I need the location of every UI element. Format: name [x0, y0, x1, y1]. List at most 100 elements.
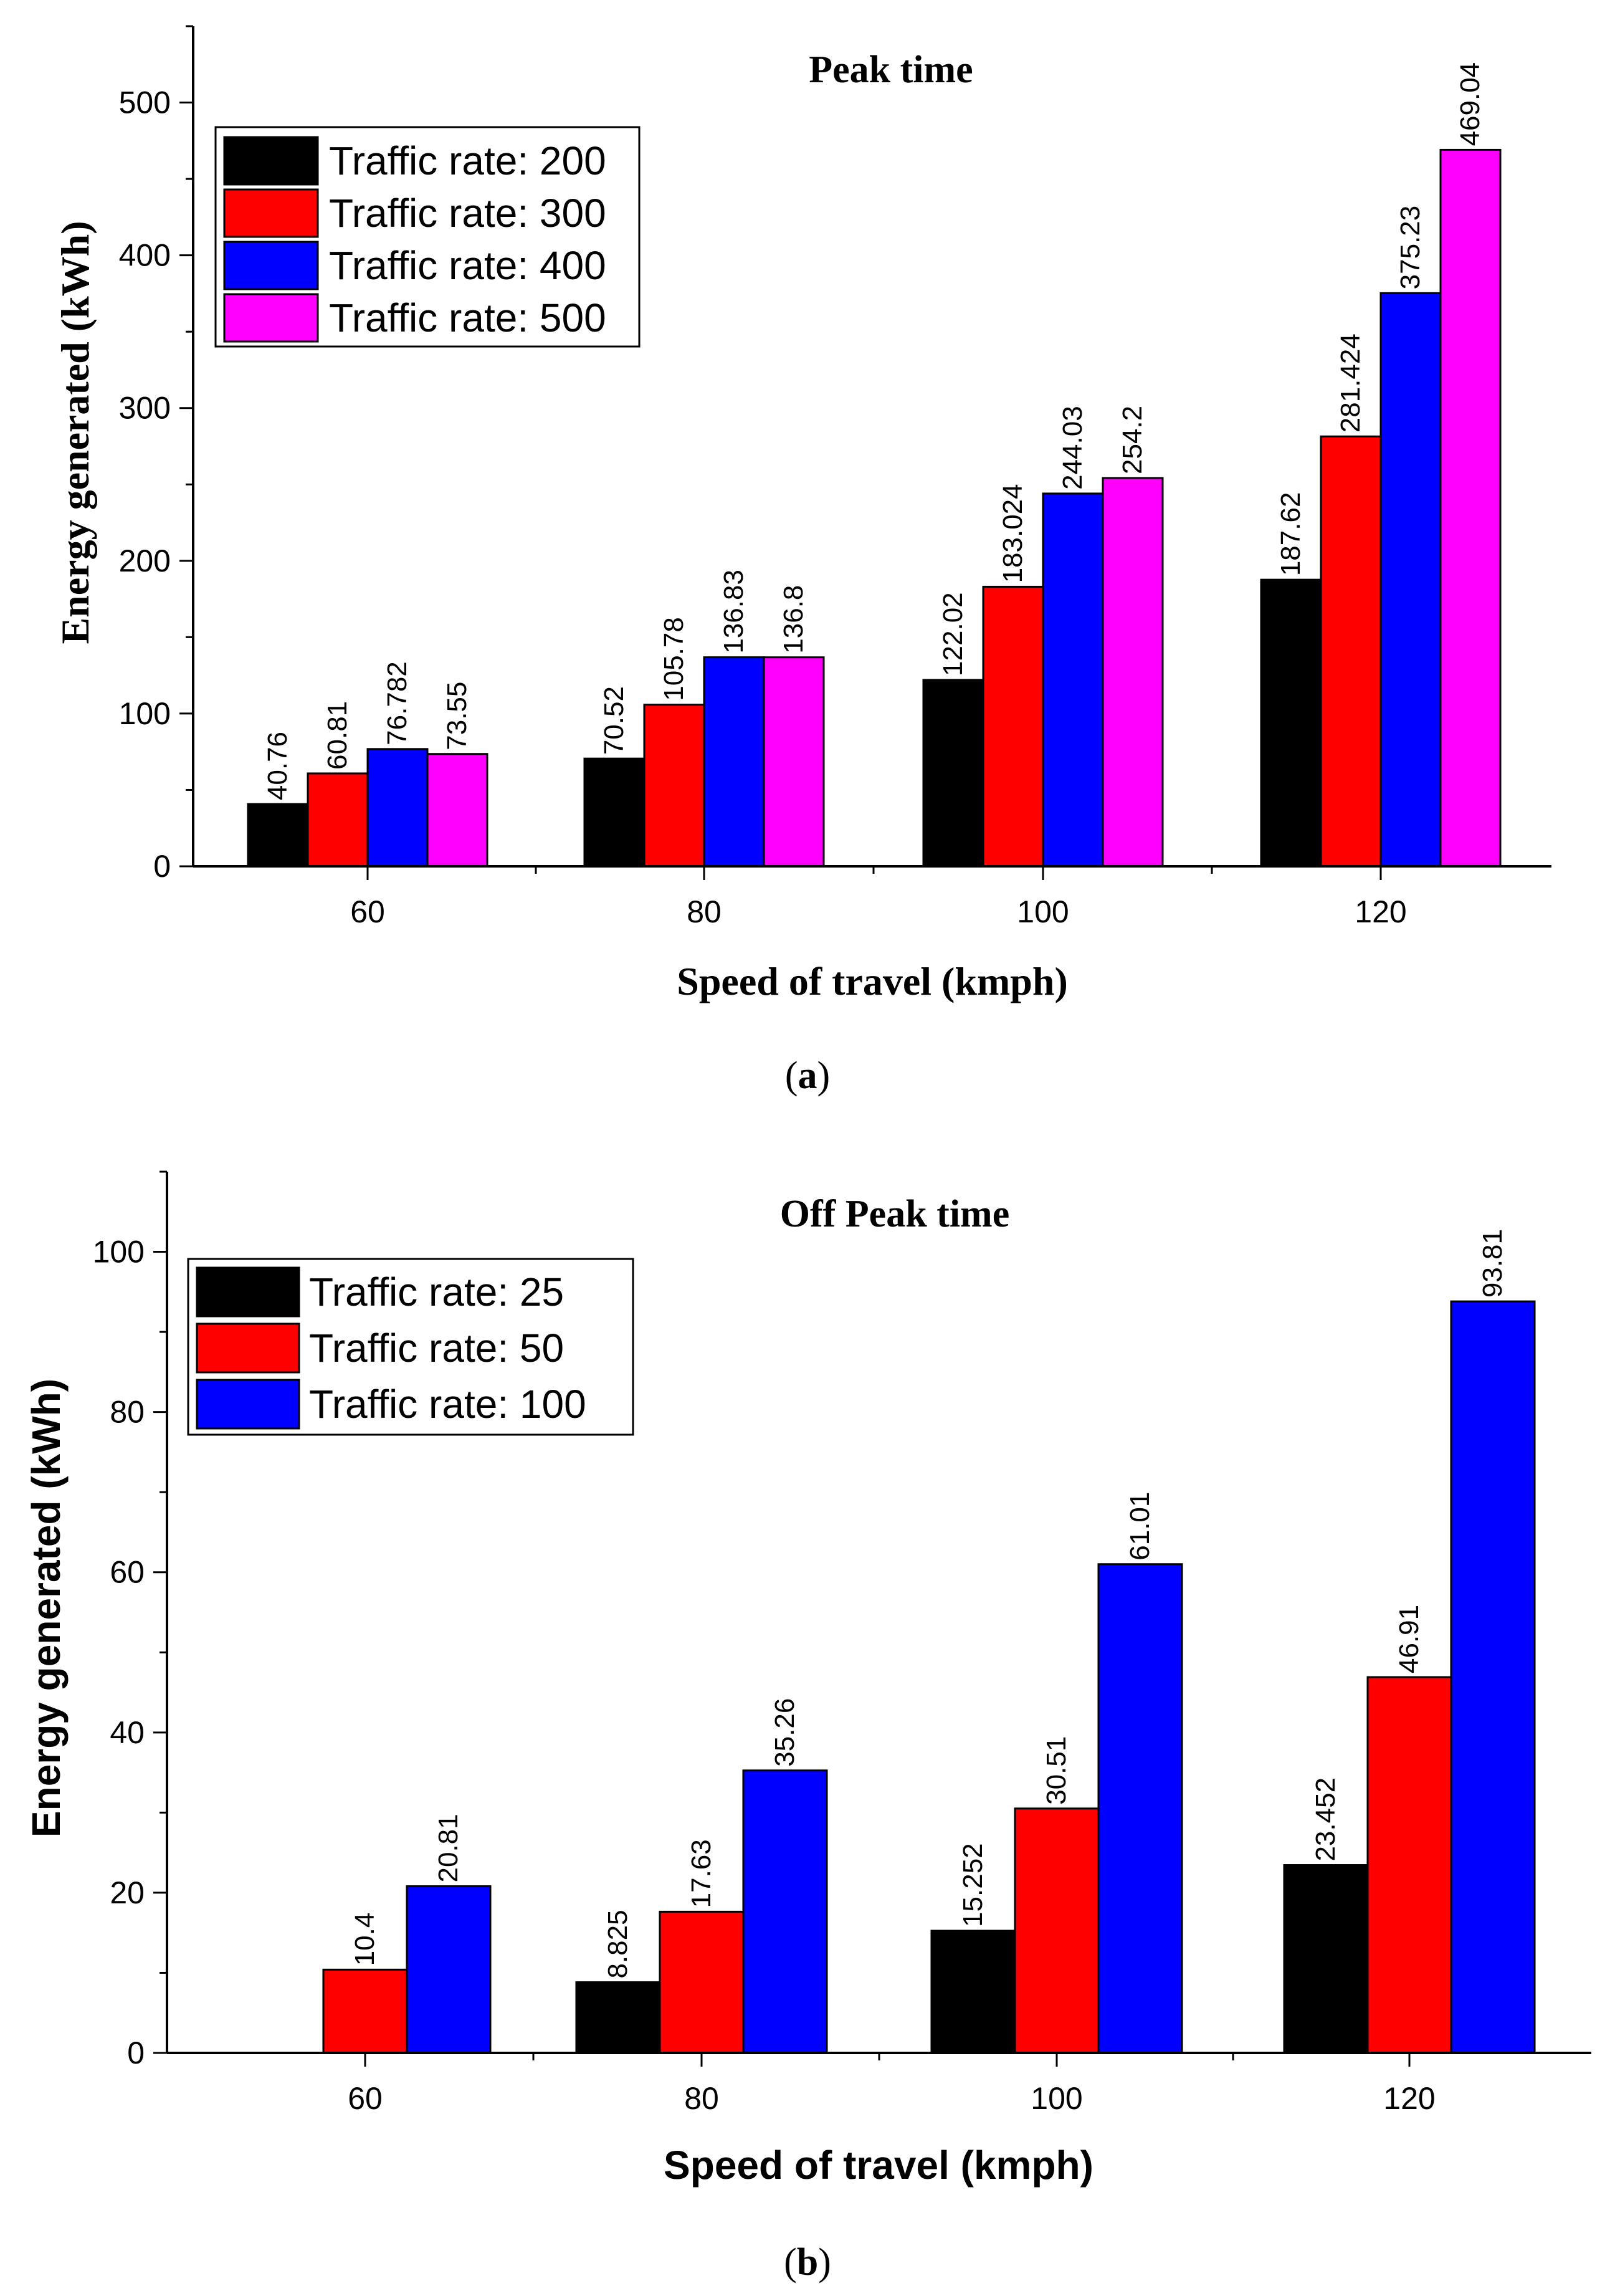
- legend-label: Traffic rate: 300: [329, 191, 606, 236]
- legend-swatch: [196, 1379, 300, 1430]
- x-tick-label: 60: [348, 2081, 383, 2116]
- y-ticks-off-peak: 0 20 40 60 80 100: [93, 1170, 167, 2070]
- data-labels-peak: 40.76 60.81 76.782 73.55 70.52 105.78 136.83 13…: [262, 62, 1485, 800]
- data-label: 60.81: [322, 701, 353, 770]
- data-label: 46.91: [1394, 1605, 1424, 1673]
- data-label: 183.024: [998, 484, 1028, 583]
- x-tick-label: 100: [1031, 2081, 1082, 2116]
- legend-label: Traffic rate: 400: [329, 243, 606, 288]
- data-label: 281.424: [1335, 333, 1366, 433]
- x-axis-title: Speed of travel (kmph): [677, 959, 1068, 1003]
- bar: [1097, 1563, 1183, 2054]
- x-ticks-off-peak: 60 80 100 120: [348, 2053, 1436, 2116]
- legend-label: Traffic rate: 200: [329, 138, 606, 183]
- bar: [366, 748, 429, 868]
- bar: [930, 1930, 1016, 2054]
- x-tick-label: 80: [684, 2081, 719, 2116]
- data-label: 105.78: [659, 617, 689, 701]
- legend-label: Traffic rate: 50: [309, 1326, 564, 1370]
- data-label: 73.55: [442, 682, 472, 750]
- x-tick-label: 60: [350, 894, 385, 929]
- x-ticks-peak: 60 80 100 120: [350, 866, 1407, 929]
- y-tick-label: 20: [110, 1875, 145, 1910]
- bar: [247, 803, 309, 868]
- data-label: 30.51: [1041, 1736, 1072, 1805]
- bar: [1366, 1676, 1452, 2054]
- x-tick-label: 120: [1355, 894, 1406, 929]
- legend-swatch: [223, 241, 319, 290]
- bar: [1260, 578, 1322, 868]
- y-tick-label: 100: [93, 1235, 145, 1270]
- bar: [1042, 492, 1104, 868]
- data-label: 469.04: [1455, 62, 1485, 146]
- legend-swatch: [223, 136, 319, 186]
- bar: [643, 704, 705, 868]
- data-label: 35.26: [769, 1698, 800, 1767]
- legend-label: Traffic rate: 25: [309, 1270, 564, 1314]
- data-label: 20.81: [433, 1814, 464, 1882]
- x-tick-label: 80: [687, 894, 722, 929]
- caption-a: (a): [785, 1055, 830, 1097]
- y-tick-label: 400: [119, 238, 171, 273]
- bar: [1102, 477, 1164, 868]
- y-axis-title: Energy generated (kWh): [24, 1379, 69, 1837]
- y-tick-label: 0: [127, 2035, 145, 2070]
- bar: [1014, 1807, 1100, 2054]
- legend-label: Traffic rate: 100: [309, 1382, 586, 1427]
- bar: [575, 1981, 661, 2054]
- bar: [763, 656, 825, 868]
- data-label: 61.01: [1125, 1492, 1155, 1561]
- data-label: 40.76: [262, 732, 293, 800]
- chart-peak-time: 40.76 60.81 76.782 73.55 70.52 105.78 136.83 13…: [53, 25, 1551, 1097]
- y-tick-label: 300: [119, 391, 171, 426]
- legend-swatch: [223, 293, 319, 343]
- data-label: 15.252: [958, 1843, 988, 1927]
- data-label: 254.2: [1117, 406, 1148, 474]
- data-label: 187.62: [1275, 492, 1306, 576]
- data-label: 17.63: [686, 1839, 717, 1908]
- bar: [426, 753, 488, 868]
- data-label: 76.782: [382, 661, 412, 745]
- y-ticks-peak: 0 100 200 300 400 500: [119, 25, 193, 884]
- bar: [922, 679, 984, 868]
- bar: [1379, 292, 1442, 868]
- bar: [982, 585, 1044, 868]
- y-tick-label: 500: [119, 85, 171, 120]
- y-tick-label: 80: [110, 1395, 145, 1430]
- y-axis-title: Energy generated (kWh): [53, 221, 97, 644]
- data-label: 93.81: [1477, 1229, 1508, 1298]
- legend-peak: Traffic rate: 200 Traffic rate: 300 Traffi…: [214, 126, 641, 348]
- chart-title: Peak time: [809, 49, 973, 91]
- data-label: 136.83: [718, 570, 749, 654]
- bar: [742, 1769, 828, 2054]
- legend-label: Traffic rate: 500: [329, 295, 606, 340]
- y-tick-label: 200: [119, 543, 171, 578]
- legend-off-peak: Traffic rate: 25 Traffic rate: 50 Traffic …: [187, 1258, 634, 1436]
- legend-swatch: [196, 1266, 300, 1318]
- x-tick-label: 100: [1017, 894, 1069, 929]
- legend-swatch: [223, 188, 319, 238]
- legend-swatch: [196, 1323, 300, 1374]
- data-label: 8.825: [603, 1910, 633, 1978]
- bar: [1450, 1300, 1536, 2054]
- y-tick-label: 100: [119, 696, 171, 731]
- bar: [659, 1910, 745, 2054]
- bar: [406, 1885, 492, 2054]
- data-label: 244.03: [1057, 406, 1088, 490]
- bars-off-peak: [322, 1300, 1536, 2054]
- y-tick-label: 0: [153, 849, 171, 884]
- data-label: 23.452: [1310, 1777, 1341, 1862]
- bar: [1320, 435, 1382, 868]
- data-label: 122.02: [938, 592, 968, 676]
- bar: [703, 656, 765, 868]
- chart-title: Off Peak time: [780, 1193, 1009, 1235]
- data-label: 70.52: [599, 686, 629, 755]
- bars-peak: [247, 148, 1502, 868]
- x-tick-label: 120: [1383, 2081, 1435, 2116]
- data-label: 136.8: [778, 585, 809, 654]
- bar: [583, 757, 646, 868]
- caption-b: (b): [784, 2241, 831, 2284]
- bar: [1439, 148, 1502, 868]
- chart-off-peak-time: 10.4 20.81 8.825 17.63 35.26 15.252 30.51 61.01…: [24, 1170, 1591, 2284]
